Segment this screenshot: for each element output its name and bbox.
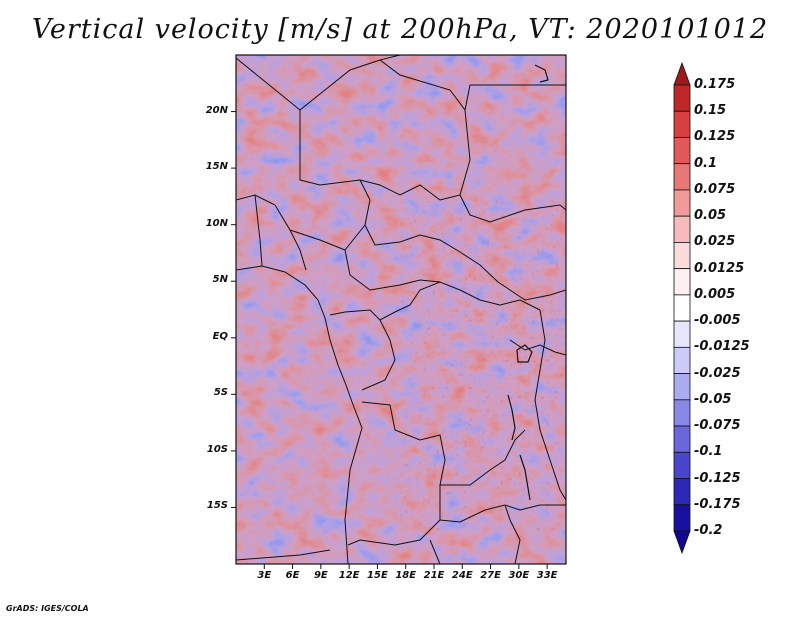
colorbar-swatch (673, 504, 691, 532)
lon-label: 15E (367, 570, 388, 581)
lon-label: 27E (480, 570, 501, 581)
colorbar-label: 0.0125 (694, 260, 745, 276)
lon-label: 12E (338, 570, 360, 581)
colorbar-label: -0.1 (694, 444, 723, 460)
lake-outlines (507, 64, 549, 501)
colorbar-swatch (673, 320, 691, 348)
lat-label: 15N (205, 161, 228, 173)
lon-label: 21E (423, 570, 445, 581)
colorbar-swatch (673, 137, 691, 165)
colorbar-swatch (673, 215, 691, 243)
colorbar-label: -0.175 (694, 496, 741, 512)
colorbar-label: 0.005 (694, 286, 736, 302)
lon-label: 24E (451, 570, 473, 581)
colorbar-label: 0.15 (694, 103, 727, 119)
colorbar-label: -0.075 (694, 418, 741, 434)
colorbar-label: -0.0125 (694, 339, 750, 355)
lat-label: 20N (205, 104, 228, 116)
colorbar-label: 0.1 (694, 155, 718, 171)
colorbar-swatch (673, 84, 691, 112)
colorbar-label: -0.005 (694, 313, 741, 329)
lon-label: 30E (508, 570, 530, 581)
lon-label: 6E (285, 570, 300, 581)
colorbar-label: -0.025 (694, 365, 741, 381)
lon-label: 9E (313, 570, 328, 581)
lon-label: 33E (536, 570, 558, 581)
colorbar-swatch (673, 61, 691, 86)
colorbar-swatch (673, 399, 691, 427)
colorbar-swatch (673, 425, 691, 453)
colorbar-label: -0.125 (694, 470, 741, 486)
colorbar-swatch (673, 189, 691, 217)
lat-label: 10S (206, 443, 228, 455)
colorbar-swatch (673, 163, 691, 191)
chart-title: Vertical velocity [m/s] at 200hPa, VT: 2… (31, 14, 769, 45)
lat-label: 15S (206, 500, 228, 512)
axis-ticks (231, 111, 548, 569)
country-borders (236, 55, 566, 564)
colorbar-label: 0.025 (694, 234, 736, 250)
lon-label: 18E (395, 570, 417, 581)
colorbar-swatch (673, 478, 691, 506)
grads-credit: GrADS: IGES/COLA (6, 604, 89, 613)
colorbar-label: 0.125 (694, 129, 736, 145)
colorbar-label: 0.175 (694, 77, 736, 92)
lat-label: 5S (213, 387, 228, 399)
colorbar-label: 0.075 (694, 181, 736, 197)
colorbar-swatch (673, 451, 691, 479)
lon-label: 3E (257, 570, 272, 581)
colorbar-label: -0.2 (694, 523, 723, 538)
lat-label: 10N (205, 217, 228, 229)
colorbar-swatch (673, 242, 691, 270)
colorbar-label: -0.05 (694, 391, 732, 407)
colorbar-swatch (673, 530, 691, 555)
colorbar-swatch (673, 110, 691, 138)
colorbar-label: 0.05 (694, 208, 727, 224)
colorbar-swatch (673, 346, 691, 374)
colorbar-swatch (673, 268, 691, 296)
colorbar-swatch (673, 294, 691, 322)
colorbar (673, 61, 691, 555)
lat-label: 5N (212, 274, 228, 286)
colorbar-swatch (673, 373, 691, 401)
map-frame (235, 54, 567, 565)
lat-label: EQ (212, 330, 228, 342)
